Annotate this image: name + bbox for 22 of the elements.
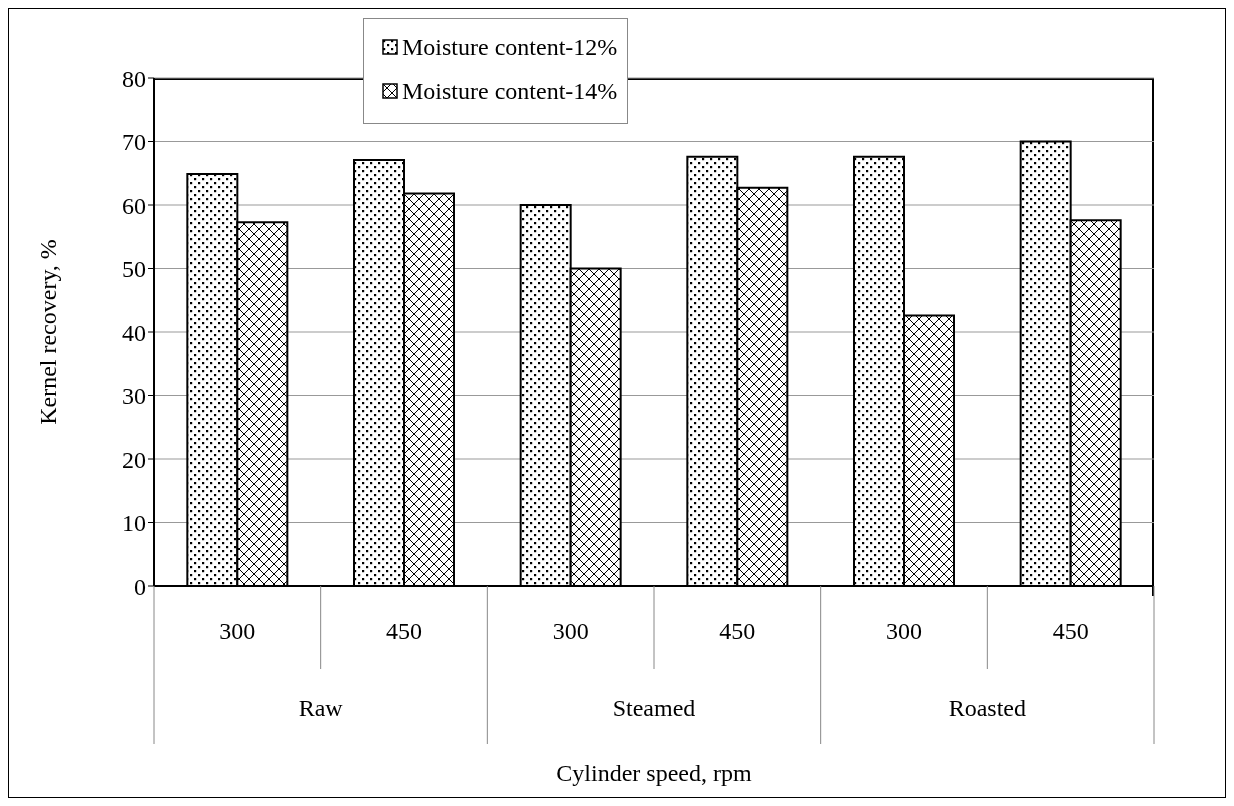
text: Roasted — [948, 695, 1026, 721]
y-tick-label: 20 — [122, 446, 146, 473]
y-tick-label: 50 — [122, 256, 146, 283]
x-tick-label: 300 — [219, 618, 256, 644]
y-tick-label: 30 — [122, 383, 146, 410]
x-tick-label: 300 — [552, 618, 589, 644]
x-tick-label: 450 — [719, 618, 756, 644]
y-tick-label: 60 — [122, 192, 146, 219]
text: Raw — [298, 695, 344, 721]
x-tick-label: 300 — [886, 618, 922, 644]
y-tick-label: 0 — [134, 573, 146, 600]
legend-label: Moisture content-12% — [402, 33, 618, 61]
x-tick-label: 450 — [386, 618, 422, 644]
y-axis-title: Kernel recovery, % — [34, 239, 61, 425]
y-tick-label: 10 — [122, 510, 146, 537]
x-axis-title: Cylinder speed, rpm — [556, 760, 752, 786]
text: Steamed — [612, 695, 696, 721]
y-tick-label: 70 — [122, 129, 146, 156]
y-tick-label: 80 — [122, 65, 146, 92]
legend-label: Moisture content-14% — [402, 77, 618, 105]
y-tick-label: 40 — [122, 319, 146, 346]
x-tick-label: 450 — [1052, 618, 1089, 644]
